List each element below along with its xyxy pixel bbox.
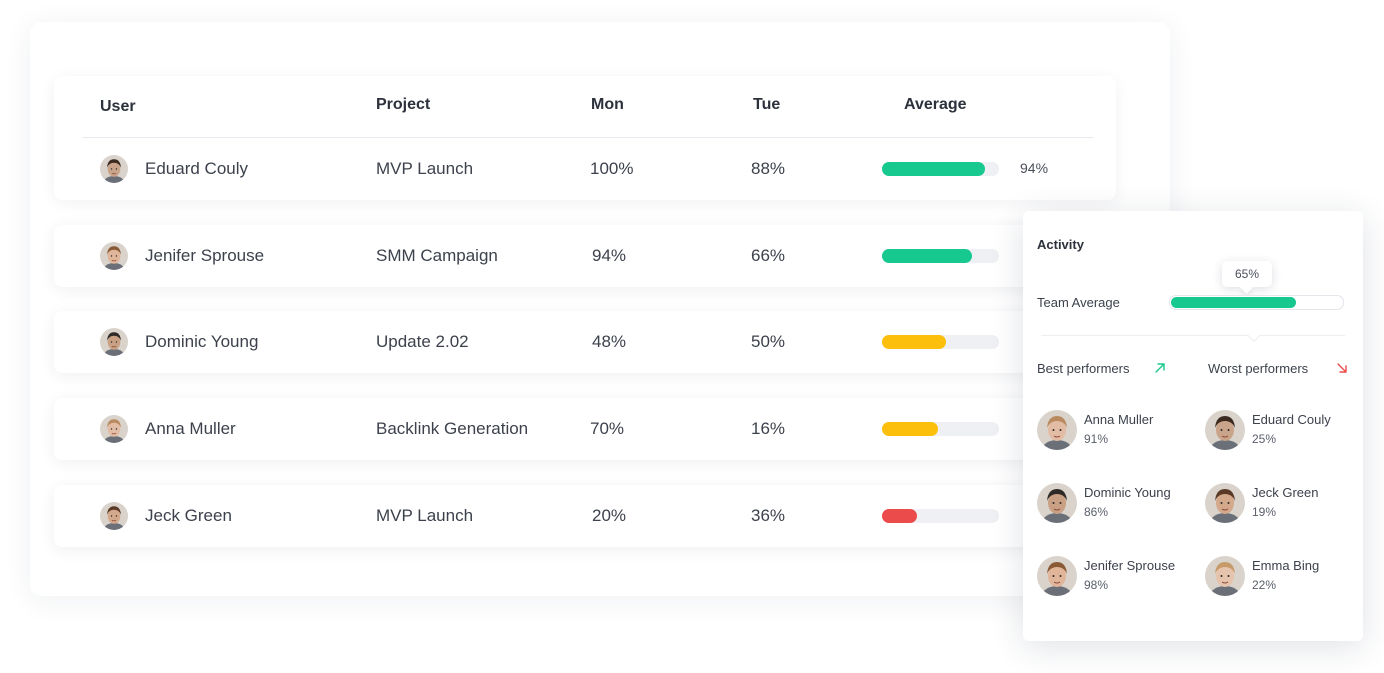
- avatar-jenifer-icon: [100, 242, 128, 270]
- worst-performer-score: 19%: [1252, 505, 1277, 519]
- best-performers-heading[interactable]: Best performers: [1037, 361, 1130, 376]
- project-name: SMM Campaign: [376, 246, 498, 265]
- table-row[interactable]: Dominic Young Update 2.02 48% 50%: [54, 311, 1116, 373]
- column-header-mon[interactable]: Mon: [591, 96, 624, 113]
- tue-value: 36%: [751, 506, 786, 525]
- divider-notch: [1246, 327, 1262, 343]
- mon-value: 48%: [592, 332, 627, 351]
- user-name[interactable]: Anna Muller: [145, 419, 236, 438]
- table-row[interactable]: Eduard Couly MVP Launch 100% 88% 94%: [54, 138, 1116, 200]
- trend-up-icon: [1153, 361, 1167, 375]
- mon-value: 100%: [590, 159, 634, 178]
- best-performer-name[interactable]: Jenifer Sprouse: [1084, 558, 1176, 573]
- average-value: 94%: [1020, 160, 1049, 176]
- best-performer-score: 91%: [1084, 432, 1109, 446]
- avatar-jeck-icon: [100, 502, 128, 530]
- worst-performer-avatar: [1205, 483, 1245, 523]
- user-name[interactable]: Dominic Young: [145, 332, 259, 351]
- tue-value: 50%: [751, 332, 786, 351]
- column-header-average[interactable]: Average: [904, 96, 967, 113]
- mon-value: 70%: [590, 419, 625, 438]
- tue-value: 16%: [751, 419, 786, 438]
- best-performer-avatar: [1037, 556, 1077, 596]
- project-name: MVP Launch: [376, 506, 474, 525]
- table-row[interactable]: Jenifer Sprouse SMM Campaign 94% 66%: [54, 225, 1116, 287]
- table-row[interactable]: Jeck Green MVP Launch 20% 36%: [54, 485, 1116, 547]
- average-progress-fill: [882, 335, 946, 349]
- worst-performer-avatar: [1205, 556, 1245, 596]
- project-name: Update 2.02: [376, 332, 469, 351]
- average-progress-fill: [882, 422, 938, 436]
- user-name[interactable]: Jenifer Sprouse: [145, 246, 265, 265]
- best-performer-name[interactable]: Anna Muller: [1084, 412, 1154, 427]
- column-header-project[interactable]: Project: [376, 96, 431, 113]
- worst-performer-name[interactable]: Jeck Green: [1252, 485, 1319, 500]
- tue-value: 66%: [751, 246, 786, 265]
- project-name: Backlink Generation: [376, 419, 529, 438]
- average-progress-fill: [882, 509, 917, 523]
- average-progress-bar: [882, 422, 999, 436]
- user-name[interactable]: Jeck Green: [145, 506, 232, 525]
- header-divider: [82, 137, 1094, 138]
- worst-performer-avatar: [1205, 410, 1245, 450]
- average-progress-bar: [882, 249, 999, 263]
- activity-divider: [1041, 335, 1345, 336]
- worst-performers-heading[interactable]: Worst performers: [1208, 361, 1309, 376]
- best-performer-avatar: [1037, 410, 1077, 450]
- average-progress-bar: [882, 162, 999, 176]
- activity-panel: Activity 65% Team Average Best performer…: [1023, 211, 1363, 641]
- average-progress-fill: [882, 162, 985, 176]
- worst-performer-name[interactable]: Eduard Couly: [1252, 412, 1331, 427]
- mon-value: 94%: [592, 246, 627, 265]
- trend-down-icon: [1335, 361, 1349, 375]
- best-performer-score: 98%: [1084, 578, 1109, 592]
- team-average-fill: [1171, 297, 1296, 308]
- team-average-label: Team Average: [1037, 295, 1120, 310]
- avatar-anna-icon: [100, 415, 128, 443]
- table-row[interactable]: Anna Muller Backlink Generation 70% 16%: [54, 398, 1116, 460]
- worst-performer-name[interactable]: Emma Bing: [1252, 558, 1320, 573]
- average-progress-bar: [882, 509, 999, 523]
- avatar-eduard-icon: [100, 155, 128, 183]
- best-performer-score: 86%: [1084, 505, 1109, 519]
- activity-title: Activity: [1037, 237, 1084, 252]
- team-average-bar[interactable]: [1169, 295, 1344, 310]
- best-performer-avatar: [1037, 483, 1077, 523]
- mon-value: 20%: [592, 506, 627, 525]
- column-header-user[interactable]: User: [100, 98, 136, 115]
- table-header-card: [54, 76, 1116, 200]
- column-header-tue[interactable]: Tue: [753, 96, 781, 113]
- worst-performer-score: 22%: [1252, 578, 1277, 592]
- avatar-dominic-icon: [100, 328, 128, 356]
- project-name: MVP Launch: [376, 159, 474, 178]
- best-performer-name[interactable]: Dominic Young: [1084, 485, 1171, 500]
- average-progress-fill: [882, 249, 972, 263]
- worst-performer-score: 25%: [1252, 432, 1277, 446]
- tue-value: 88%: [751, 159, 786, 178]
- user-name[interactable]: Eduard Couly: [145, 159, 249, 178]
- average-progress-bar: [882, 335, 999, 349]
